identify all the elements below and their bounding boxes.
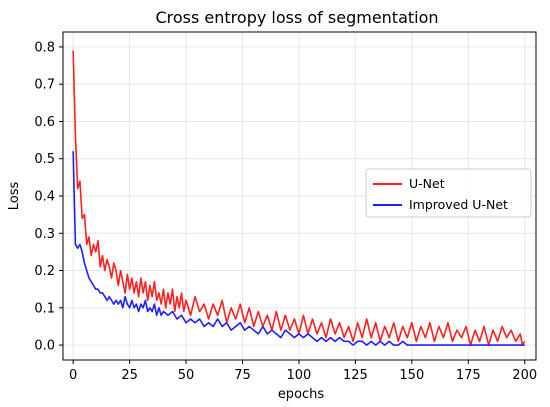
x-tick-label: 50 [178, 368, 195, 383]
legend-box [365, 168, 532, 218]
y-axis-label: Loss [7, 182, 22, 211]
series-line-u-net [72, 50, 526, 346]
y-tick-label: 0.4 [34, 190, 55, 205]
y-tick-label: 0.0 [34, 339, 55, 354]
y-tick-label: 0.5 [34, 152, 55, 167]
chart-title: Cross entropy loss of segmentation [155, 8, 438, 27]
y-tick-label: 0.3 [34, 227, 55, 242]
y-tick-label: 0.6 [34, 115, 55, 130]
y-tick-label: 0.7 [34, 78, 55, 93]
legend-label-improved-u-net: Improved U-Net [409, 197, 508, 212]
y-tick-label: 0.8 [34, 40, 55, 55]
x-tick-label: 125 [343, 368, 368, 383]
x-axis-label: epochs [278, 387, 325, 402]
legend-label-u-net: U-Net [409, 176, 445, 191]
series-layer [72, 50, 526, 346]
legend: U-Net Improved U-Net [365, 168, 532, 218]
x-tick-label: 200 [512, 368, 537, 383]
x-tick-label: 0 [69, 368, 77, 383]
series-line-improved-u-net [72, 151, 525, 346]
x-tick-label: 75 [234, 368, 251, 383]
x-axis-ticks: 0 25 50 75 100 125 150 175 200 [69, 360, 537, 383]
y-tick-label: 0.1 [34, 301, 55, 316]
x-tick-label: 150 [399, 368, 424, 383]
y-axis-ticks: 0.0 0.1 0.2 0.3 0.4 0.5 0.6 0.7 0.8 [34, 40, 63, 354]
x-tick-label: 175 [456, 368, 481, 383]
x-tick-label: 25 [121, 368, 138, 383]
x-tick-label: 100 [287, 368, 312, 383]
y-tick-label: 0.2 [34, 264, 55, 279]
